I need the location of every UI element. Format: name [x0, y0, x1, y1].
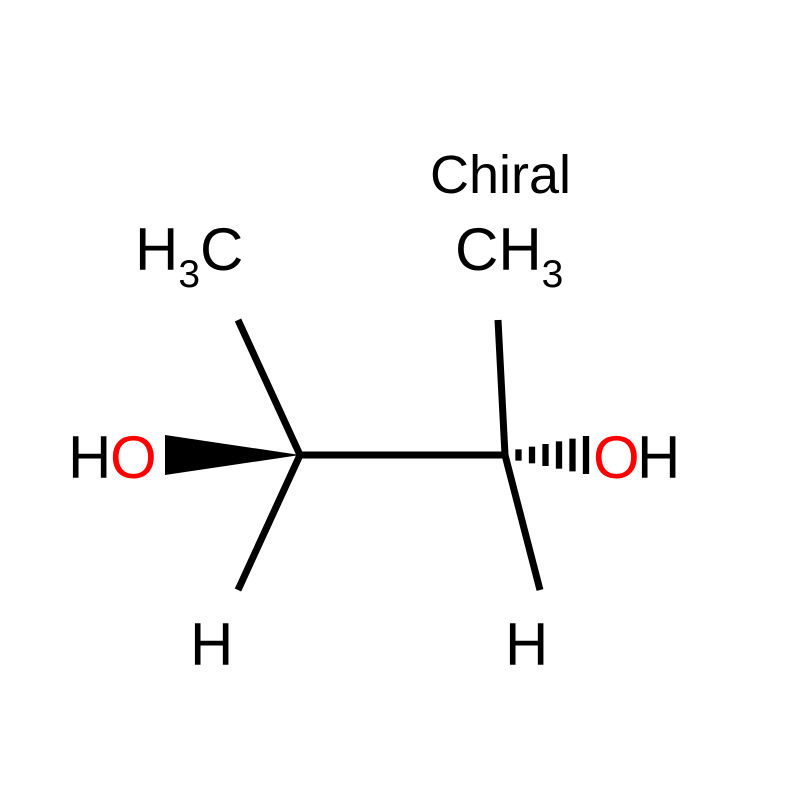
hydrogen-bottom-left: H — [190, 615, 233, 675]
methyl-left-label: H3C — [135, 220, 243, 290]
hydroxyl-right-O: O — [593, 428, 640, 488]
hydroxyl-left-O: O — [110, 428, 157, 488]
bond-layer — [0, 0, 800, 800]
chiral-annotation: Chiral — [430, 148, 571, 202]
methyl-right-label: CH3 — [455, 220, 563, 290]
hydrogen-bottom-right: H — [505, 615, 548, 675]
hydroxyl-right-H: H — [637, 428, 680, 488]
hydroxyl-left-H: H — [68, 428, 111, 488]
chemical-structure-diagram: Chiral H3C CH3 H O O H H H — [0, 0, 800, 800]
